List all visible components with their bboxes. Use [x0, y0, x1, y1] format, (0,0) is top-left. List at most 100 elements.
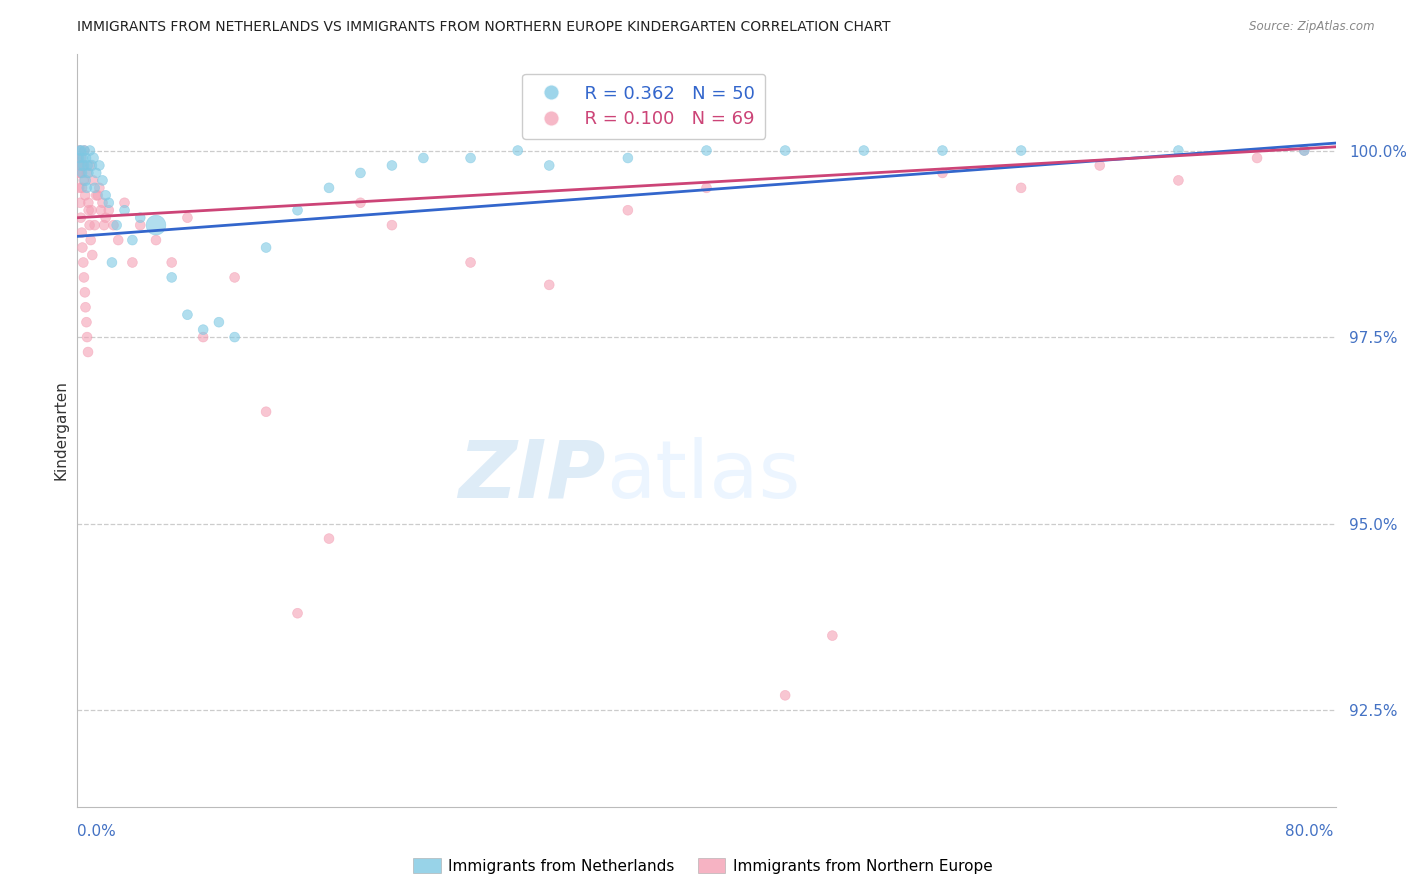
Point — [69, 144, 91, 158]
Legend:   R = 0.362   N = 50,   R = 0.100   N = 69: R = 0.362 N = 50, R = 0.100 N = 69 — [522, 74, 765, 139]
Point — [76, 330, 98, 344]
Point — [67, 151, 90, 165]
Point — [77, 166, 100, 180]
Point — [208, 315, 231, 329]
Y-axis label: Kindergarten: Kindergarten — [53, 381, 69, 480]
Point — [160, 270, 183, 285]
Point — [84, 188, 107, 202]
Point — [114, 203, 136, 218]
Point — [75, 315, 97, 329]
Point — [97, 195, 120, 210]
Point — [69, 195, 91, 210]
Point — [76, 158, 98, 172]
Point — [72, 241, 94, 255]
Point — [75, 151, 97, 165]
Point — [73, 270, 96, 285]
Point — [75, 173, 97, 187]
Point — [773, 689, 796, 703]
Point — [89, 181, 111, 195]
Point — [460, 255, 482, 269]
Point — [1010, 181, 1032, 195]
Point — [121, 255, 143, 269]
Point — [82, 248, 104, 262]
Point — [76, 166, 98, 180]
Text: ZIP: ZIP — [458, 436, 606, 515]
Point — [72, 158, 94, 172]
Point — [224, 270, 246, 285]
Point — [94, 188, 117, 202]
Point — [696, 144, 718, 158]
Point — [90, 203, 112, 218]
Point — [77, 195, 100, 210]
Point — [84, 166, 107, 180]
Point — [176, 308, 198, 322]
Point — [67, 166, 90, 180]
Point — [617, 151, 640, 165]
Point — [82, 151, 104, 165]
Point — [107, 233, 129, 247]
Point — [852, 144, 875, 158]
Point — [69, 144, 91, 158]
Point — [114, 195, 136, 210]
Point — [381, 158, 404, 172]
Point — [1294, 144, 1316, 158]
Point — [87, 188, 110, 202]
Point — [696, 181, 718, 195]
Point — [82, 173, 104, 187]
Point — [83, 181, 105, 195]
Point — [80, 233, 103, 247]
Point — [224, 330, 246, 344]
Point — [79, 218, 101, 232]
Point — [91, 173, 114, 187]
Point — [76, 181, 98, 195]
Point — [89, 158, 111, 172]
Point — [70, 166, 93, 180]
Point — [70, 226, 93, 240]
Point — [97, 203, 120, 218]
Point — [72, 151, 94, 165]
Point — [1294, 144, 1316, 158]
Point — [103, 218, 125, 232]
Point — [73, 285, 96, 300]
Point — [94, 211, 117, 225]
Text: atlas: atlas — [606, 436, 800, 515]
Point — [145, 218, 167, 232]
Point — [412, 151, 434, 165]
Point — [349, 195, 371, 210]
Point — [101, 255, 124, 269]
Point — [506, 144, 529, 158]
Point — [83, 218, 105, 232]
Point — [349, 166, 371, 180]
Point — [91, 195, 114, 210]
Point — [67, 158, 90, 172]
Point — [160, 255, 183, 269]
Point — [191, 330, 215, 344]
Point — [129, 211, 152, 225]
Text: Source: ZipAtlas.com: Source: ZipAtlas.com — [1250, 20, 1375, 33]
Point — [254, 241, 277, 255]
Point — [318, 181, 340, 195]
Point — [69, 166, 91, 180]
Point — [931, 144, 953, 158]
Point — [381, 218, 404, 232]
Text: 0.0%: 0.0% — [77, 824, 117, 838]
Point — [79, 158, 101, 172]
Point — [70, 151, 93, 165]
Point — [287, 203, 309, 218]
Point — [176, 211, 198, 225]
Point — [287, 606, 309, 620]
Point — [617, 203, 640, 218]
Point — [72, 158, 94, 172]
Point — [129, 218, 152, 232]
Point — [70, 181, 93, 195]
Point — [105, 218, 128, 232]
Point — [773, 144, 796, 158]
Point — [821, 629, 844, 643]
Point — [75, 188, 97, 202]
Point — [93, 218, 115, 232]
Point — [460, 151, 482, 165]
Point — [931, 166, 953, 180]
Point — [318, 532, 340, 546]
Point — [77, 345, 100, 359]
Point — [75, 300, 97, 314]
